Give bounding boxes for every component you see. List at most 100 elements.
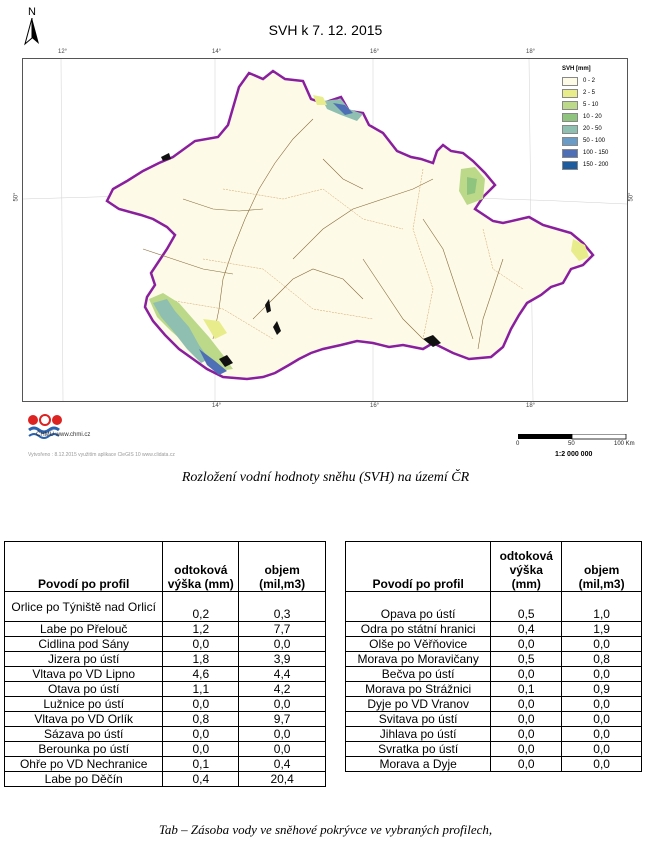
legend-label: 10 - 20 — [583, 114, 602, 120]
profile-cell: Morava a Dyje — [344, 756, 492, 772]
legend-swatch — [562, 136, 578, 146]
volume-cell: 3,9 — [238, 651, 326, 667]
legend-item: 100 - 150 — [562, 147, 618, 159]
map-title: SVH k 7. 12. 2015 — [268, 22, 383, 38]
table-row: Morava a Dyje 0,0 0,0 — [344, 756, 642, 772]
legend-item: 10 - 20 — [562, 111, 618, 123]
profile-cell: Berounka po ústí — [3, 741, 164, 757]
header-volume: objem (mil,m3) — [561, 541, 642, 592]
profile-cell: Lužnice po ústí — [3, 696, 164, 712]
profile-cell: Morava po Strážnici — [344, 681, 492, 697]
profile-cell: Jizera po ústí — [3, 651, 164, 667]
volume-cell: 0,0 — [238, 696, 326, 712]
legend-item: 0 - 2 — [562, 75, 618, 87]
table-header-row: Povodí po profil odtoková výška (mm) obj… — [344, 541, 642, 592]
table-row: Ohře po VD Nechranice 0,1 0,4 — [3, 756, 326, 772]
legend-item: 150 - 200 — [562, 159, 618, 171]
header-profile: Povodí po profil — [344, 541, 492, 592]
rivers — [142, 118, 504, 350]
legend-swatch — [562, 76, 578, 86]
scale-label-0: 0 — [516, 441, 520, 447]
legend-swatch — [562, 148, 578, 158]
table-row: Morava po Moravičany 0,5 0,8 — [344, 651, 642, 667]
header-height: odtoková výška (mm) — [162, 541, 240, 592]
profile-cell: Opava po ústí — [344, 591, 492, 622]
legend-item: 5 - 10 — [562, 99, 618, 111]
height-cell: 0,0 — [490, 711, 563, 727]
profile-cell: Dyje po VD Vranov — [344, 696, 492, 712]
height-cell: 0,0 — [162, 636, 240, 652]
table-row: Labe po Děčín 0,4 20,4 — [3, 771, 326, 787]
snow-patches — [149, 95, 589, 375]
height-cell: 0,4 — [162, 771, 240, 787]
lon-tick-top-14: 14° — [212, 49, 222, 55]
lon-tick-top-12: 12° — [58, 49, 68, 55]
north-label: N — [28, 6, 36, 18]
volume-cell: 4,2 — [238, 681, 326, 697]
profile-cell: Orlice po Týniště nad Orlicí — [3, 591, 164, 622]
logo-text: ČHMÚ www.chmi.cz — [36, 432, 91, 438]
height-cell: 1,8 — [162, 651, 240, 667]
map-credit: Vytvořeno : 8.12.2015 využitím aplikace … — [28, 452, 175, 458]
legend-swatch — [562, 100, 578, 110]
table-row: Olše po Věřňovice 0,0 0,0 — [344, 636, 642, 652]
reservoirs — [161, 153, 441, 367]
legend-label: 150 - 200 — [583, 162, 609, 168]
lon-tick-top-18: 18° — [526, 49, 536, 55]
legend-label: 20 - 50 — [583, 126, 602, 132]
scale-label-100: 100 Km — [614, 441, 635, 447]
volume-cell: 0,0 — [238, 741, 326, 757]
lat-tick-right-50: 50° — [628, 192, 635, 202]
chmi-logo-icon — [28, 414, 62, 439]
legend-label: 5 - 10 — [583, 102, 599, 108]
table-row: Morava po Strážnici 0,1 0,9 — [344, 681, 642, 697]
volume-cell: 0,0 — [561, 726, 642, 742]
country-outline — [105, 69, 595, 381]
height-cell: 0,0 — [490, 741, 563, 757]
volume-cell: 0,0 — [561, 696, 642, 712]
profile-cell: Odra po státní hranici — [344, 621, 492, 637]
legend-label: 0 - 2 — [583, 78, 596, 84]
volume-cell: 1,9 — [561, 621, 642, 637]
volume-cell: 0,0 — [238, 636, 326, 652]
height-cell: 0,0 — [490, 696, 563, 712]
profile-cell: Vltava po VD Lipno — [3, 666, 164, 682]
table-caption: Tab – Zásoba vody ve sněhové pokrývce ve… — [158, 822, 493, 837]
scale-label-50: 50 — [568, 441, 575, 447]
legend-item: 50 - 100 — [562, 135, 618, 147]
table-row: Labe po Přelouč 1,2 7,7 — [3, 621, 326, 637]
volume-cell: 0,0 — [561, 741, 642, 757]
table-row: Berounka po ústí 0,0 0,0 — [3, 741, 326, 757]
height-cell: 0,2 — [162, 591, 240, 622]
volume-cell: 0,0 — [238, 726, 326, 742]
lon-tick-top-16: 16° — [370, 49, 380, 55]
header-profile: Povodí po profil — [3, 541, 164, 592]
map-legend: SVH [mm] 0 - 2 2 - 5 5 - 10 10 - 20 20 -… — [562, 66, 618, 171]
table-row: Lužnice po ústí 0,0 0,0 — [3, 696, 326, 712]
volume-cell: 0,0 — [561, 756, 642, 772]
legend-item: 20 - 50 — [562, 123, 618, 135]
table-row: Jihlava po ústí 0,0 0,0 — [344, 726, 642, 742]
header-volume: objem (mil,m3) — [238, 541, 326, 592]
left-table: Povodí po profil odtoková výška (mm) obj… — [3, 541, 326, 787]
lon-tick-bottom-18: 18° — [526, 403, 536, 409]
map-caption: Rozložení vodní hodnoty sněhu (SVH) na ú… — [181, 470, 470, 485]
lon-tick-bottom-14: 14° — [212, 403, 222, 409]
table-row: Svratka po ústí 0,0 0,0 — [344, 741, 642, 757]
scale-ratio: 1:2 000 000 — [555, 451, 593, 458]
profile-cell: Otava po ústí — [3, 681, 164, 697]
lat-tick-left-50: 50° — [13, 192, 20, 202]
table-row: Svitava po ústí 0,0 0,0 — [344, 711, 642, 727]
volume-cell: 0,0 — [561, 636, 642, 652]
legend-label: 2 - 5 — [583, 90, 596, 96]
czech-map — [22, 58, 628, 402]
table-row: Otava po ústí 1,1 4,2 — [3, 681, 326, 697]
volume-cell: 0,3 — [238, 591, 326, 622]
table-row: Cidlina pod Sány 0,0 0,0 — [3, 636, 326, 652]
legend-label: 50 - 100 — [583, 138, 606, 144]
table-row: Odra po státní hranici 0,4 1,9 — [344, 621, 642, 637]
map-frame — [22, 58, 628, 402]
profile-cell: Morava po Moravičany — [344, 651, 492, 667]
volume-cell: 0,8 — [561, 651, 642, 667]
height-cell: 1,1 — [162, 681, 240, 697]
